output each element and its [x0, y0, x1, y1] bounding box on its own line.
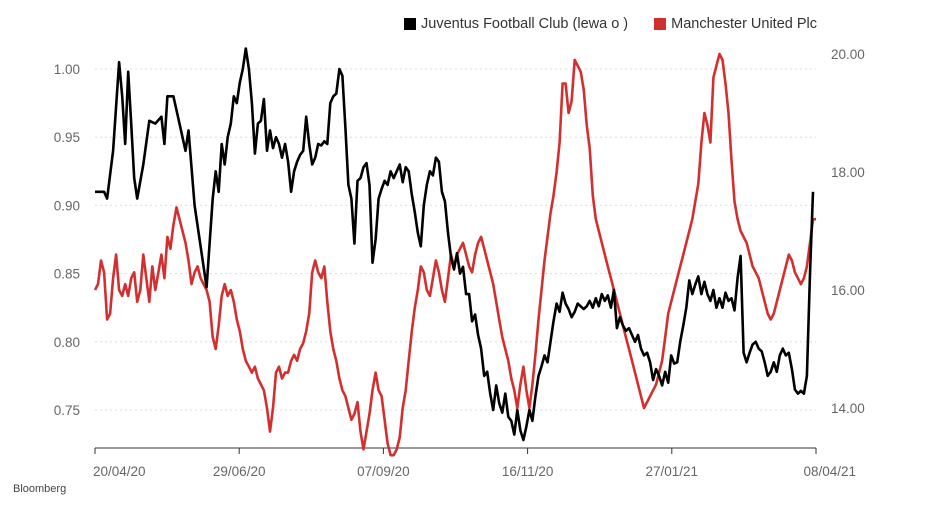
gridlines [95, 68, 816, 411]
legend-item-manutd: Manchester United Plc [654, 16, 817, 32]
left-tick-label: 1.00 [54, 62, 80, 77]
series-line-juventus [95, 47, 815, 442]
right-tick-label: 18.00 [831, 165, 865, 180]
x-tick-label: 08/04/21 [803, 464, 856, 479]
legend-swatch-manutd [654, 18, 667, 30]
left-tick-label: 0.85 [54, 267, 80, 282]
left-tick-label: 0.90 [54, 198, 80, 213]
legend-label-juventus: Juventus Football Club (lewa o ) [421, 16, 629, 32]
left-axis: 1.00 0.95 0.90 0.85 0.80 0.75 [54, 62, 80, 418]
left-tick-label: 0.80 [54, 335, 80, 350]
x-tick-label: 16/11/20 [502, 464, 554, 479]
left-tick-label: 0.95 [54, 130, 80, 145]
legend-item-juventus: Juventus Football Club (lewa o ) [404, 16, 628, 32]
legend-swatch-juventus [404, 18, 416, 30]
right-axis: 20.00 18.00 16.00 14.00 [831, 47, 865, 416]
source-label: Bloomberg [13, 483, 67, 495]
x-tick-label: 29/06/20 [213, 464, 266, 479]
right-tick-label: 20.00 [831, 47, 865, 62]
x-axis: 20/04/20 29/06/20 07/09/20 16/11/20 27/01/21… [93, 447, 856, 479]
right-tick-label: 14.00 [831, 401, 865, 416]
x-tick-label: 27/01/21 [646, 464, 699, 479]
x-tick-label: 20/04/20 [93, 464, 146, 479]
legend: Juventus Football Club (lewa o ) Manches… [404, 16, 843, 32]
legend-label-manutd: Manchester United Plc [671, 16, 818, 32]
series-lines [93, 47, 816, 457]
x-tick-label: 07/09/20 [357, 464, 410, 479]
left-tick-label: 0.75 [54, 403, 80, 418]
right-tick-label: 16.00 [831, 283, 865, 298]
